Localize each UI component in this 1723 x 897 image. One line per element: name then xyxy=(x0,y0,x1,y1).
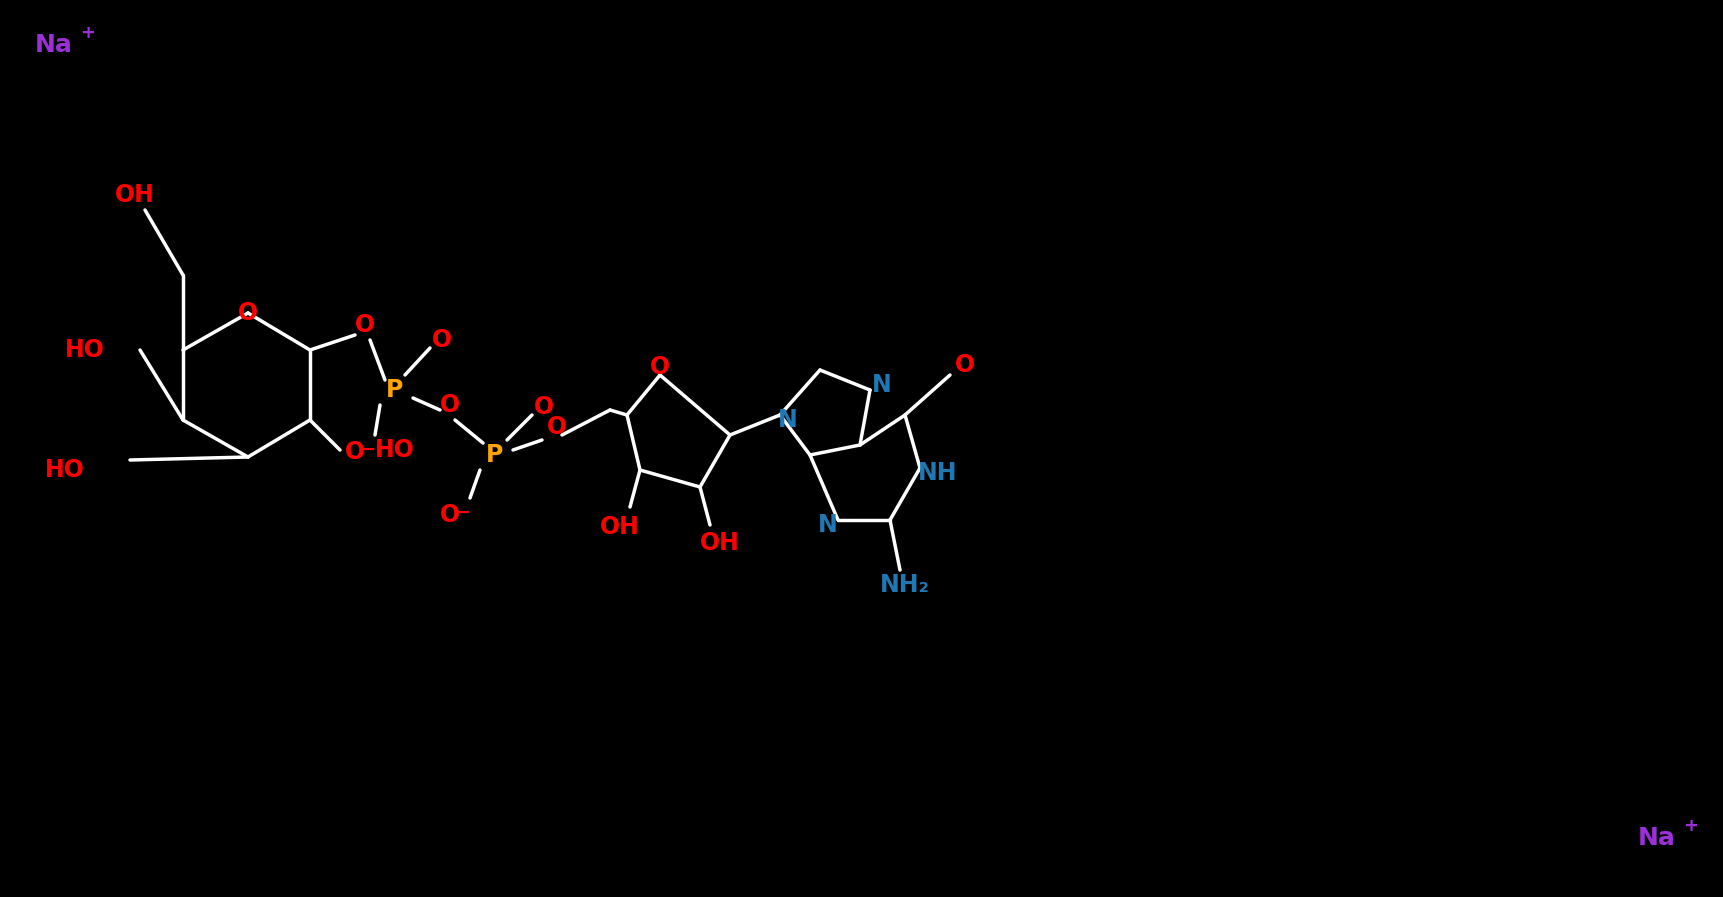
Text: N: N xyxy=(779,408,798,432)
Text: O: O xyxy=(546,415,567,439)
Text: OH: OH xyxy=(600,515,639,539)
Text: N: N xyxy=(872,373,893,397)
Text: HO: HO xyxy=(376,438,415,462)
Text: N: N xyxy=(818,513,837,537)
Text: P: P xyxy=(386,378,403,402)
Text: O: O xyxy=(238,301,258,325)
Text: O: O xyxy=(355,313,376,337)
Text: +: + xyxy=(79,24,95,42)
Text: NH: NH xyxy=(918,461,958,485)
Text: P: P xyxy=(486,443,503,467)
Text: OH: OH xyxy=(700,531,739,555)
Text: O: O xyxy=(955,353,975,377)
Text: +: + xyxy=(1683,817,1697,835)
Text: HO: HO xyxy=(65,338,105,362)
Text: OH: OH xyxy=(115,183,155,207)
Text: Na: Na xyxy=(1639,826,1676,850)
Text: −: − xyxy=(360,441,376,459)
Text: O: O xyxy=(650,355,670,379)
Text: HO: HO xyxy=(45,458,84,482)
Text: NH₂: NH₂ xyxy=(880,573,930,597)
Text: −: − xyxy=(455,504,470,522)
Text: O: O xyxy=(439,503,460,527)
Text: Na: Na xyxy=(34,33,72,57)
Text: O: O xyxy=(534,395,555,419)
Text: O: O xyxy=(345,440,365,464)
Text: O: O xyxy=(432,328,451,352)
Text: O: O xyxy=(439,393,460,417)
